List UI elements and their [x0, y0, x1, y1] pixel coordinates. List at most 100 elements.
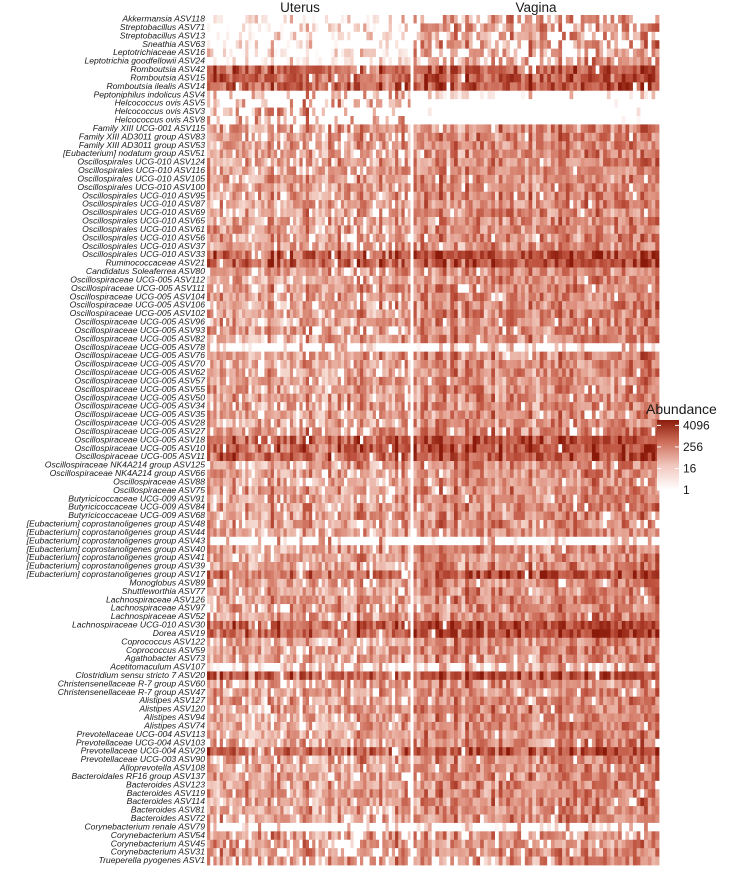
heatmap-cell [324, 65, 329, 75]
heatmap-cell [309, 233, 313, 243]
heatmap-cell [222, 132, 227, 142]
heatmap-cell [299, 595, 304, 605]
heatmap-cell [254, 15, 259, 24]
heatmap-cell [366, 503, 370, 512]
heatmap-cell [344, 385, 348, 395]
heatmap-cell [213, 191, 217, 201]
heatmap-cell [366, 149, 370, 159]
heatmap-cell [369, 326, 374, 336]
heatmap-cell [235, 553, 240, 563]
heatmap-cell [395, 174, 399, 184]
heatmap-cell [264, 15, 268, 24]
heatmap-cell [350, 612, 355, 622]
heatmap-cell [379, 545, 383, 555]
heatmap-cell [382, 132, 386, 142]
heatmap-cell [299, 326, 304, 336]
heatmap-cell [337, 587, 342, 597]
heatmap-cell [270, 292, 275, 302]
heatmap-cell [219, 402, 224, 411]
heatmap-cell [235, 620, 240, 630]
heatmap-cell [229, 553, 233, 563]
heatmap-cell [296, 444, 300, 454]
heatmap-cell [251, 503, 256, 512]
heatmap-cell [382, 595, 386, 605]
heatmap-cell [277, 393, 281, 403]
heatmap-cell [232, 216, 237, 226]
heatmap-cell [293, 410, 297, 420]
heatmap-cell [216, 418, 221, 428]
heatmap-cell [331, 309, 335, 319]
heatmap-cell [369, 570, 374, 580]
heatmap-cell [245, 477, 249, 487]
heatmap-cell [293, 141, 297, 151]
heatmap-cell [363, 570, 367, 580]
heatmap-cell [328, 334, 332, 344]
heatmap-cell [229, 158, 233, 167]
heatmap-cell [289, 461, 294, 470]
heatmap-cell [219, 174, 224, 184]
heatmap-cell [324, 141, 329, 151]
heatmap-cell [296, 57, 300, 66]
heatmap-cell [283, 418, 288, 428]
heatmap-cell [277, 216, 281, 226]
heatmap-cell [312, 267, 316, 277]
heatmap-cell [305, 73, 310, 83]
heatmap-cell [353, 503, 358, 512]
heatmap-cell [312, 553, 316, 563]
heatmap-cell [213, 393, 217, 403]
heatmap-cell [226, 494, 230, 504]
heatmap-cell [264, 166, 268, 176]
heatmap-cell [366, 200, 370, 209]
heatmap-cell [391, 40, 396, 50]
heatmap-cell [324, 376, 329, 386]
heatmap-cell [296, 343, 300, 353]
heatmap-cell [407, 553, 412, 563]
heatmap-cell [210, 536, 214, 546]
heatmap-cell [280, 284, 284, 294]
heatmap-cell [251, 191, 256, 201]
heatmap-cell [299, 562, 304, 571]
heatmap-cell [379, 183, 383, 193]
heatmap-cell [315, 562, 319, 571]
heatmap-cell [210, 393, 214, 403]
heatmap-cell [324, 149, 329, 159]
heatmap-cell [248, 469, 253, 479]
heatmap-cell [232, 115, 237, 125]
heatmap-cell [248, 385, 253, 395]
heatmap-cell [267, 545, 272, 555]
heatmap-cell [334, 519, 339, 529]
heatmap-cell [232, 351, 237, 361]
heatmap-cell [398, 410, 402, 420]
heatmap-cell [385, 115, 390, 125]
heatmap-cell [379, 233, 383, 243]
heatmap-cell [347, 250, 351, 260]
heatmap-cell [350, 259, 355, 268]
heatmap-cell [344, 99, 348, 108]
heatmap-cell [267, 115, 272, 125]
heatmap-cell [318, 570, 323, 580]
heatmap-cell [207, 629, 211, 639]
heatmap-cell [207, 637, 211, 647]
heatmap-cell [407, 149, 412, 159]
heatmap-cell [248, 284, 253, 294]
heatmap-cell [286, 503, 291, 512]
heatmap-cell [318, 208, 323, 218]
heatmap-cell [321, 360, 326, 369]
heatmap-cell [267, 57, 272, 66]
heatmap-cell [360, 503, 364, 512]
heatmap-cell [261, 578, 265, 588]
heatmap-cell [280, 620, 284, 630]
heatmap-cell [229, 309, 233, 319]
heatmap-cell [261, 503, 265, 512]
heatmap-cell [395, 545, 399, 555]
heatmap-cell [289, 132, 294, 142]
heatmap-cell [391, 183, 396, 193]
heatmap-cell [318, 452, 323, 462]
heatmap-cell [280, 629, 284, 639]
heatmap-cell [232, 494, 237, 504]
heatmap-cell [299, 216, 304, 226]
row-label: Lachnospiraceae ASV52 [111, 611, 205, 621]
heatmap-cell [309, 620, 313, 630]
heatmap-cell [232, 309, 237, 319]
heatmap-cell [293, 604, 297, 613]
